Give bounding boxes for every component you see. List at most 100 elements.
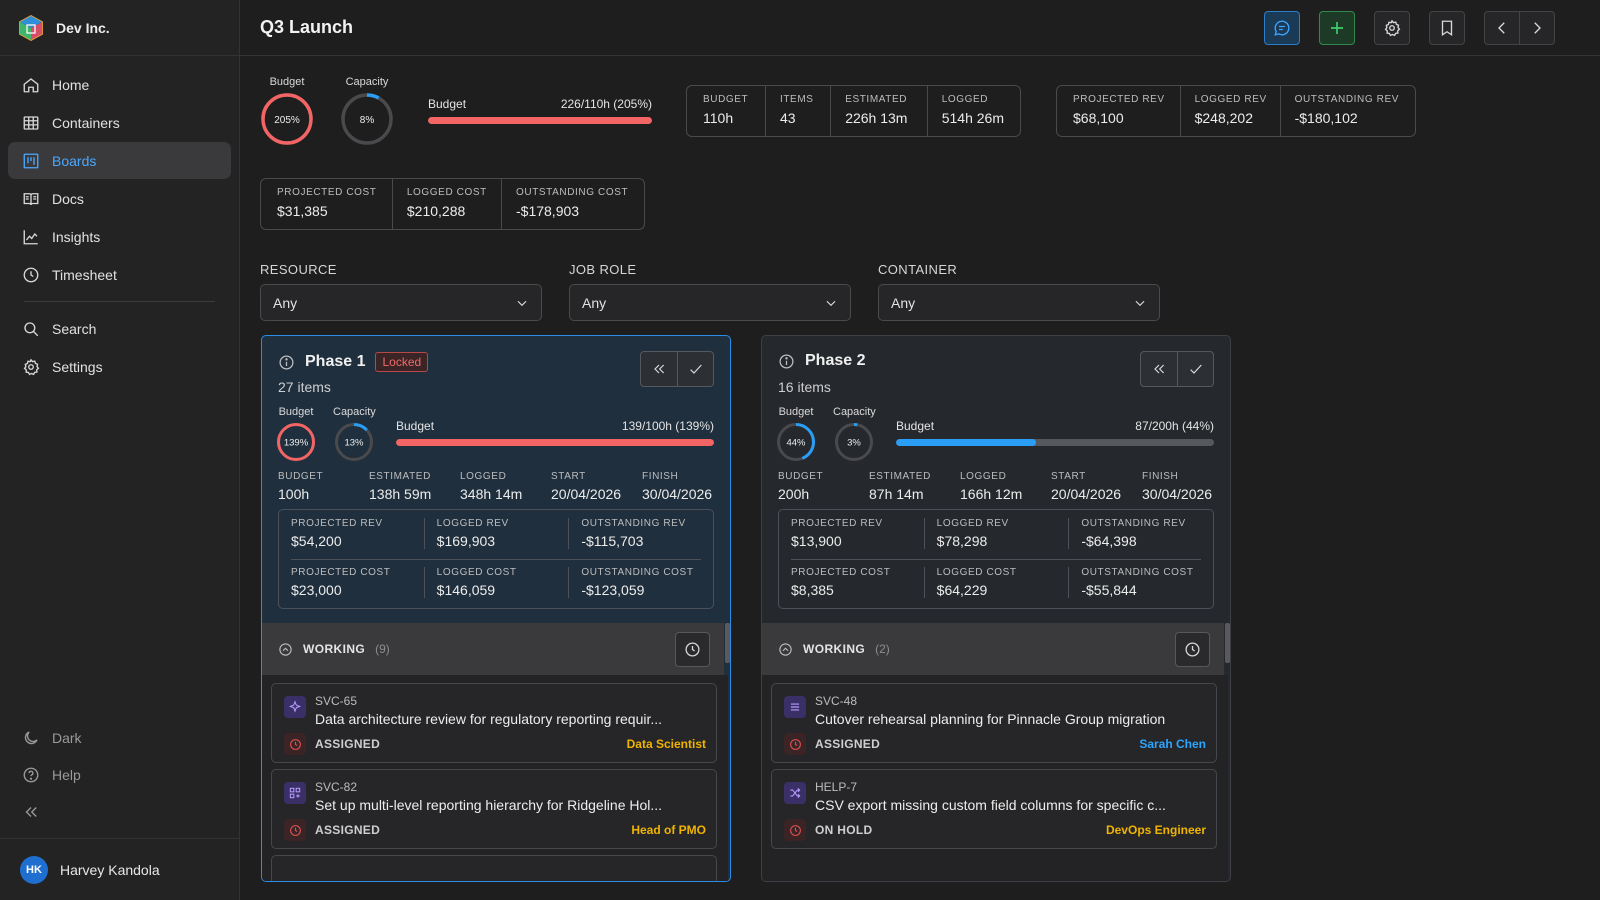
list-icon [790, 703, 800, 711]
task-assignee[interactable]: Head of PMO [631, 823, 706, 837]
task-status: ASSIGNED [315, 823, 381, 837]
summary-budget-ring: Budget 205% [260, 76, 314, 149]
money-cell: Projected Cost $8,385 [791, 567, 891, 598]
phase-card[interactable]: Phase 2 16 items Budget 44% Capacity 3% … [761, 335, 1231, 882]
help-link[interactable]: Help [0, 756, 240, 793]
settings-button[interactable] [1374, 11, 1410, 45]
sidebar-item-label: Search [52, 320, 97, 337]
stat-budget: Budget 110h [703, 94, 749, 126]
money-cell: Logged Cost $146,059 [423, 567, 569, 598]
phase-financials: Projected Rev $54,200 Logged Rev $169,903 … [278, 509, 714, 609]
container-select[interactable]: Any [878, 284, 1160, 321]
working-group-header[interactable]: WORKING (2) [762, 623, 1224, 675]
chevron-left-icon [1498, 22, 1505, 34]
task-type-badge [784, 696, 806, 718]
task-card-partial[interactable] [271, 855, 717, 881]
timer-icon [789, 824, 801, 836]
locked-badge: Locked [375, 352, 429, 372]
complete-phase-button[interactable] [677, 352, 713, 386]
group-time-button[interactable] [675, 632, 710, 667]
phase-budget-ring: Budget 139% [276, 406, 316, 465]
collapse-phase-button[interactable] [1141, 352, 1177, 386]
ring-graphic: 3% [835, 423, 874, 461]
complete-phase-button[interactable] [1177, 352, 1213, 386]
task-assignee[interactable]: DevOps Engineer [1105, 823, 1206, 837]
task-id: HELP-7 [815, 780, 858, 794]
info-icon[interactable] [778, 353, 795, 370]
check-icon [1189, 364, 1202, 374]
phase-item-count: 16 items [778, 379, 831, 395]
sidebar-item-timesheet[interactable]: Timesheet [8, 256, 231, 293]
ring-value: 139% [284, 438, 309, 449]
collapse-phase-button[interactable] [641, 352, 677, 386]
money-cell: Outstanding Cost -$55,844 [1068, 567, 1213, 598]
bookmark-button[interactable] [1429, 11, 1465, 45]
theme-toggle[interactable]: Dark [0, 719, 240, 756]
brand-name: Dev Inc. [56, 19, 110, 36]
collapse-group-icon[interactable] [278, 642, 293, 657]
gear-icon [23, 358, 40, 375]
task-card[interactable]: SVC-82 Set up multi-level reporting hier… [271, 769, 717, 849]
task-assignee[interactable]: Sarah Chen [1139, 737, 1206, 751]
sidebar-item-docs[interactable]: Docs [8, 180, 231, 217]
sidebar-item-settings[interactable]: Settings [8, 348, 231, 385]
sidebar-item-boards[interactable]: Boards [8, 142, 231, 179]
sidebar-item-label: Settings [52, 358, 103, 375]
double-chevron-left-icon [1154, 364, 1165, 374]
select-value: Any [273, 294, 298, 311]
phase-item-count: 27 items [278, 379, 331, 395]
scrollbar[interactable] [1225, 623, 1230, 663]
summary-capacity-ring: Capacity 8% [340, 76, 394, 149]
container-filter-label: CONTAINER [878, 262, 958, 277]
info-icon[interactable] [278, 354, 295, 371]
bar-label: Budget [396, 419, 435, 433]
sidebar-item-home[interactable]: Home [8, 66, 231, 103]
task-card[interactable]: SVC-65 Data architecture review for regu… [271, 683, 717, 763]
scrollbar[interactable] [725, 623, 730, 663]
collapse-sidebar-button[interactable] [0, 793, 240, 830]
brand[interactable]: Dev Inc. [0, 0, 239, 56]
ring-label: Capacity [833, 406, 876, 418]
page-title: Q3 Launch [260, 17, 354, 37]
task-assignee[interactable]: Data Scientist [626, 737, 706, 751]
gear-icon [1384, 19, 1401, 37]
task-title: Set up multi-level reporting hierarchy f… [315, 797, 663, 813]
phase-card[interactable]: Phase 1 Locked 27 items Budget 139% Capa… [261, 335, 731, 882]
next-button[interactable] [1519, 11, 1555, 45]
sidebar-item-label: Boards [52, 152, 97, 169]
task-list: SVC-48 Cutover rehearsal planning for Pi… [762, 675, 1228, 881]
search-icon [24, 321, 39, 336]
add-button[interactable] [1319, 11, 1355, 45]
task-card[interactable]: SVC-48 Cutover rehearsal planning for Pi… [771, 683, 1217, 763]
phase-stat: Logged 166h 12m [960, 471, 1023, 502]
job-role-select[interactable]: Any [569, 284, 851, 321]
resource-select[interactable]: Any [260, 284, 542, 321]
group-label: WORKING [803, 642, 866, 656]
bar-track [896, 439, 1214, 446]
phase-actions [1140, 351, 1214, 387]
sidebar-item-containers[interactable]: Containers [8, 104, 231, 141]
ring-graphic: 13% [335, 423, 374, 461]
working-group-header[interactable]: WORKING (9) [262, 623, 724, 675]
chat-button[interactable] [1264, 11, 1300, 45]
ring-value: 44% [786, 438, 806, 449]
chevron-down-icon [826, 300, 836, 306]
collapse-group-icon[interactable] [778, 642, 793, 657]
sidebar-item-insights[interactable]: Insights [8, 218, 231, 255]
previous-button[interactable] [1484, 11, 1520, 45]
task-card[interactable]: HELP-7 CSV export missing custom field c… [771, 769, 1217, 849]
avatar: HK [20, 855, 48, 884]
group-time-button[interactable] [1175, 632, 1210, 667]
money-cell: Projected Rev $13,900 [791, 518, 883, 549]
clock-icon [23, 267, 39, 282]
bar-track [428, 117, 652, 124]
board-icon [23, 153, 39, 168]
money-cell: Projected Cost $23,000 [291, 567, 391, 598]
sidebar-item-search[interactable]: Search [8, 310, 231, 347]
ring-label: Budget [278, 406, 314, 418]
stat-projected-rev: Projected Rev $68,100 [1073, 94, 1165, 126]
phase-title: Phase 1 [305, 353, 366, 370]
sidebar-item-label: Insights [52, 228, 101, 245]
check-icon [689, 364, 702, 374]
user-profile[interactable]: HK Harvey Kandola [0, 838, 240, 900]
